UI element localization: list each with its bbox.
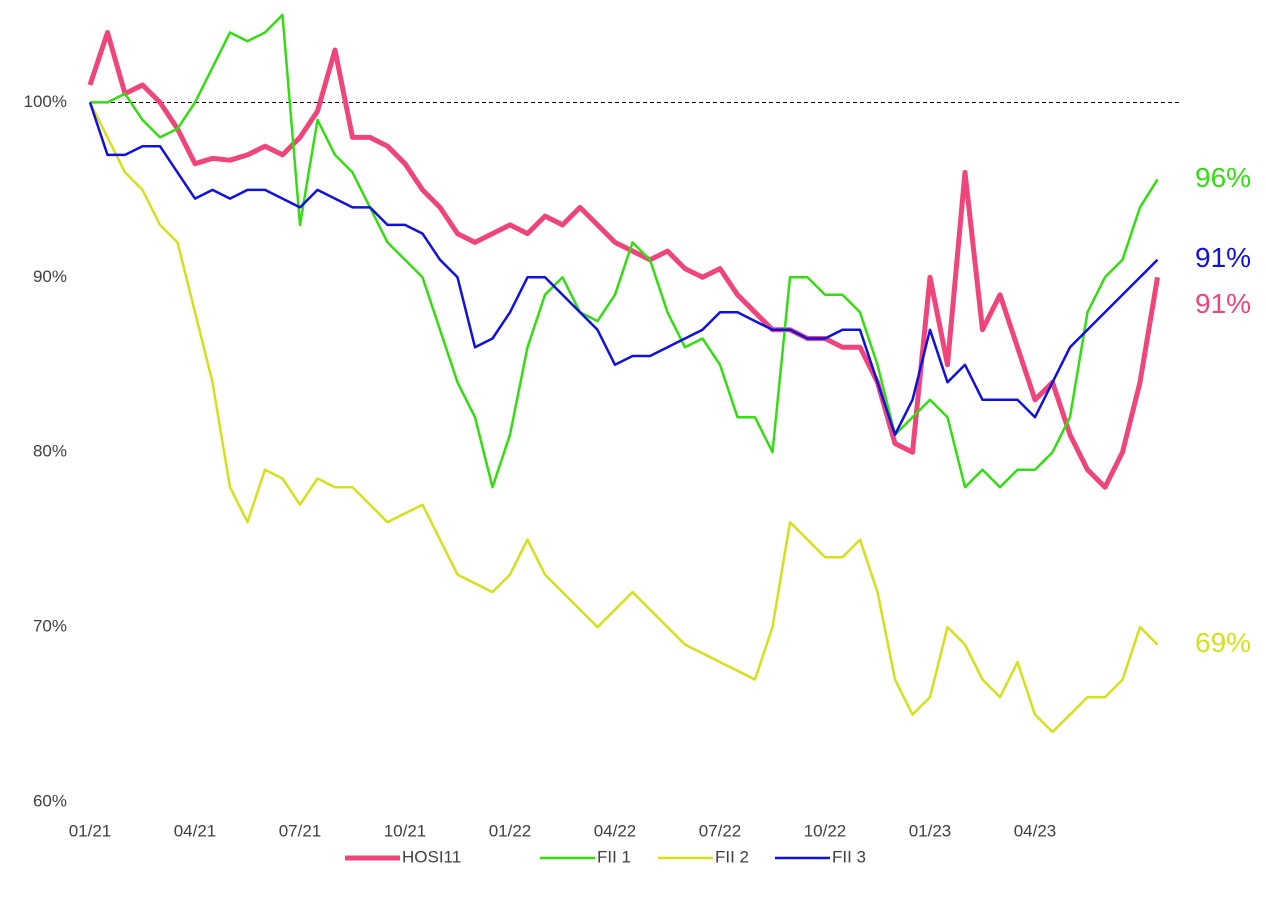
series-line	[90, 13, 1159, 489]
legend-label: HOSI11	[402, 847, 461, 866]
y-tick-label: 70%	[33, 617, 67, 636]
legend-label: FII 2	[715, 847, 749, 866]
legend-label: FII 1	[597, 847, 631, 866]
x-tick-label: 10/21	[384, 821, 427, 840]
x-tick-label: 01/22	[489, 821, 532, 840]
x-tick-label: 04/21	[174, 821, 217, 840]
end-label: 96%	[1195, 162, 1251, 193]
end-label: 91%	[1195, 288, 1251, 319]
end-label: 69%	[1195, 627, 1251, 658]
x-tick-label: 04/23	[1014, 821, 1057, 840]
y-tick-label: 80%	[33, 442, 67, 461]
x-tick-label: 10/22	[804, 821, 847, 840]
x-tick-label: 07/21	[279, 821, 322, 840]
series-line	[88, 101, 1159, 734]
legend-label: FII 3	[832, 847, 866, 866]
y-tick-label: 60%	[33, 791, 67, 810]
series-line	[88, 102, 1159, 436]
y-tick-label: 90%	[33, 267, 67, 286]
end-label: 91%	[1195, 242, 1251, 273]
x-tick-label: 07/22	[699, 821, 742, 840]
series-line	[87, 30, 1160, 490]
y-tick-label: 100%	[24, 92, 67, 111]
x-tick-label: 01/23	[909, 821, 952, 840]
x-tick-label: 04/22	[594, 821, 637, 840]
x-tick-label: 01/21	[69, 821, 112, 840]
